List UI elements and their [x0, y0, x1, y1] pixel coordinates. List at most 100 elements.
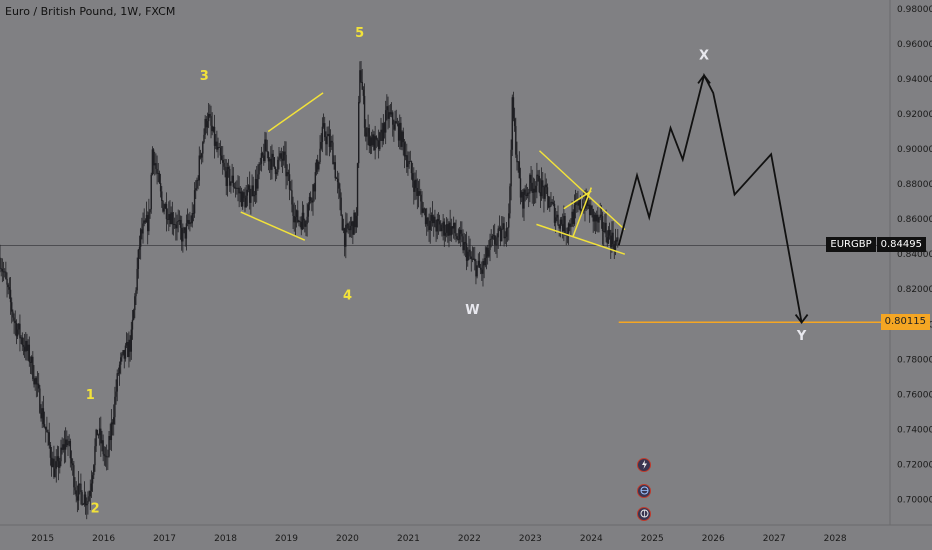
- candle-body: [322, 123, 325, 127]
- candle-body: [335, 178, 338, 179]
- candle-body: [451, 226, 454, 229]
- wave-label-X: X: [699, 49, 709, 64]
- wave-label-2: 2: [91, 502, 100, 517]
- candle-body: [77, 483, 80, 501]
- candle-body: [128, 339, 130, 357]
- candle-body: [113, 417, 115, 425]
- candle-body: [23, 346, 26, 352]
- candle-body: [457, 239, 460, 240]
- candle-body: [81, 492, 83, 505]
- candle-body: [381, 129, 383, 141]
- candle-body: [502, 223, 504, 230]
- candle-body: [529, 174, 531, 194]
- year-tick-label: 2022: [458, 534, 481, 544]
- candle-body: [79, 483, 81, 485]
- candle-body: [164, 204, 166, 209]
- channel-line: [572, 187, 593, 237]
- candle-body: [204, 118, 206, 135]
- candle-body: [287, 172, 290, 175]
- candle-body: [440, 224, 442, 232]
- candle-body: [431, 215, 434, 224]
- candle-body: [111, 422, 114, 425]
- candle-body: [462, 236, 464, 251]
- current-price-value: 0.84495: [876, 237, 926, 253]
- candle-body: [342, 228, 345, 231]
- candle-body: [227, 167, 230, 169]
- symbol-title[interactable]: Euro / British Pound, 1W, FXCM: [5, 5, 176, 18]
- candle-body: [189, 222, 191, 225]
- candle-body: [76, 496, 79, 501]
- candle-body: [84, 494, 87, 506]
- candle-body: [239, 191, 242, 194]
- candle-body: [362, 89, 365, 96]
- candle-body: [577, 202, 579, 206]
- candle-body: [151, 149, 154, 175]
- candle-body: [215, 141, 217, 146]
- candle-body: [184, 227, 186, 239]
- candle-body: [526, 192, 529, 196]
- candle-body: [441, 227, 443, 232]
- candle-body: [69, 440, 72, 459]
- candle-body: [5, 271, 7, 279]
- candle-body: [48, 432, 50, 445]
- candle-body: [116, 373, 118, 392]
- channel-line: [563, 190, 592, 210]
- candle-body: [1, 268, 4, 272]
- candle-body: [350, 221, 353, 226]
- candle-body: [273, 157, 276, 168]
- candle-body: [20, 337, 22, 339]
- candle-body: [409, 161, 412, 162]
- candle-body: [63, 444, 66, 450]
- candle-body: [516, 154, 518, 163]
- candle-body: [198, 155, 200, 181]
- candle-body: [229, 168, 231, 186]
- candle-body: [52, 458, 54, 467]
- candle-body: [118, 364, 121, 374]
- candle-body: [256, 179, 258, 189]
- candle-body: [376, 139, 379, 141]
- price-tick-label: 0.98000: [897, 5, 932, 15]
- candle-body: [460, 229, 462, 234]
- year-tick-label: 2027: [763, 534, 786, 544]
- candle-body: [104, 455, 107, 457]
- candle-body: [508, 213, 510, 228]
- candle-body: [552, 202, 555, 204]
- candle-body: [423, 208, 426, 210]
- lightning-icon[interactable]: [637, 458, 651, 472]
- candle-body: [519, 178, 522, 198]
- candle-body: [254, 179, 257, 196]
- candle-body: [97, 434, 100, 436]
- globe-icon[interactable]: [637, 484, 651, 498]
- candle-body: [114, 396, 116, 418]
- candle-body: [132, 310, 135, 320]
- candle-body: [345, 224, 347, 247]
- candle-body: [461, 233, 463, 237]
- candle-body: [27, 344, 29, 351]
- candle-body: [136, 268, 138, 291]
- candle-body: [37, 383, 40, 389]
- candle-body: [169, 214, 171, 224]
- candle-body: [88, 496, 90, 501]
- candle-body: [89, 490, 91, 497]
- candle-body: [195, 188, 197, 191]
- candle-body: [306, 216, 308, 225]
- candle-body: [402, 131, 404, 143]
- candle-body: [324, 123, 326, 138]
- globe-icon[interactable]: [637, 507, 651, 521]
- candle-body: [74, 487, 76, 491]
- year-tick-label: 2019: [275, 534, 298, 544]
- candle-body: [251, 185, 253, 197]
- candle-body: [158, 172, 161, 184]
- candle-body: [14, 320, 16, 324]
- candle-body: [117, 373, 120, 375]
- candle-body: [240, 191, 243, 207]
- candle-body: [567, 223, 570, 234]
- candle-body: [91, 475, 94, 484]
- candle-body: [206, 121, 209, 128]
- candle-body: [171, 212, 174, 224]
- candle-body: [121, 353, 123, 358]
- candles-group: [0, 60, 619, 520]
- candle-body: [32, 356, 34, 380]
